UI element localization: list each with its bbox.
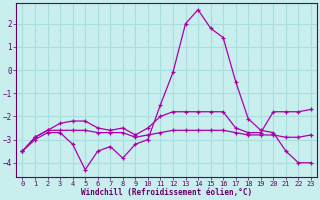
X-axis label: Windchill (Refroidissement éolien,°C): Windchill (Refroidissement éolien,°C) [81,188,252,197]
